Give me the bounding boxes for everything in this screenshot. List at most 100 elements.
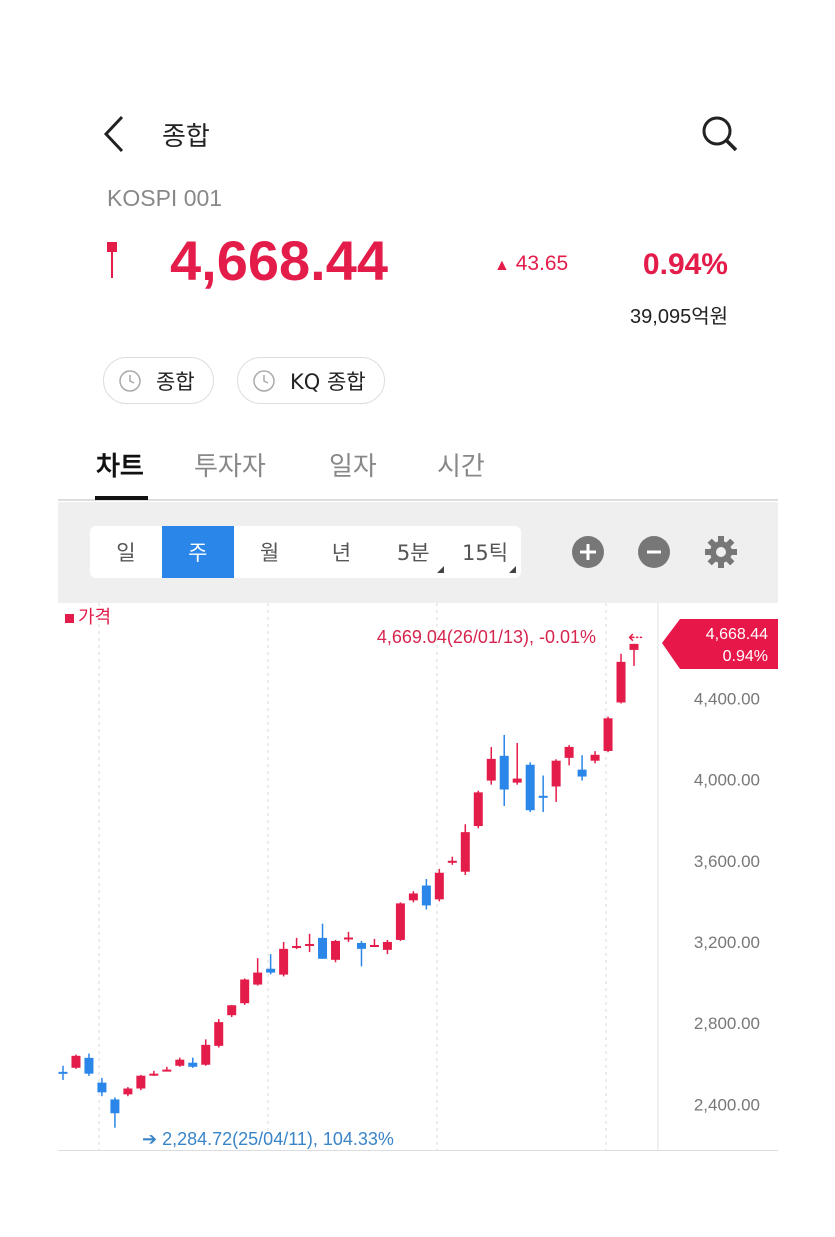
candle	[408, 891, 418, 903]
period-15tick[interactable]: 15틱	[449, 526, 521, 578]
candle-body	[499, 755, 509, 790]
period-day[interactable]: 일	[90, 526, 162, 578]
candle	[486, 747, 496, 785]
current-price-tag-price: 4,668.44	[706, 626, 768, 643]
candle	[577, 755, 587, 781]
active-tab-indicator	[95, 496, 148, 500]
period-label: 주	[188, 541, 208, 565]
period-month[interactable]: 월	[234, 526, 306, 578]
period-5min[interactable]: 5분	[377, 526, 449, 578]
candle-body	[473, 792, 483, 827]
current-price-tag-pct: 0.94%	[723, 648, 768, 665]
candle-body	[253, 972, 263, 985]
minus-circle-icon[interactable]	[637, 535, 671, 569]
tab-chart[interactable]: 차트	[96, 452, 144, 482]
candle-body	[603, 718, 613, 751]
trade-amount: 39,095억원	[630, 306, 728, 328]
candle-body	[629, 643, 639, 650]
y-tick-label: 3,200.00	[694, 933, 760, 952]
candle-body	[564, 746, 574, 758]
candle-body	[434, 872, 444, 900]
arrow-right-icon: ➔	[142, 1129, 162, 1149]
period-label: 15틱	[462, 541, 509, 565]
candle-body	[551, 760, 561, 787]
candle-body	[460, 832, 470, 872]
candle	[382, 939, 392, 955]
candle-body	[175, 1059, 185, 1066]
tab-time[interactable]: 시간	[437, 452, 485, 482]
index-code: KOSPI 001	[107, 185, 223, 211]
candle	[175, 1057, 185, 1067]
y-axis-panel	[658, 603, 778, 1150]
candle-body	[318, 937, 328, 959]
period-label: 5분	[396, 541, 430, 565]
candle	[84, 1053, 94, 1076]
candle-body	[590, 754, 600, 761]
change-percent: 0.94%	[642, 248, 728, 281]
back-button[interactable]	[100, 114, 130, 154]
candle-icon	[107, 242, 117, 278]
candle-body	[356, 942, 366, 949]
menu-corner-icon	[437, 566, 445, 573]
search-icon	[702, 116, 738, 152]
y-tick-label: 4,400.00	[694, 689, 760, 708]
candle-body	[577, 769, 587, 777]
legend-swatch	[65, 614, 74, 623]
tab-divider	[58, 499, 778, 501]
candle	[292, 937, 302, 950]
candlestick-chart[interactable]: 가격 4,669.04(26/01/13), -0.01% ⇠ ➔ 2,284.…	[58, 603, 778, 1151]
candle	[149, 1070, 159, 1076]
period-week[interactable]: 주	[161, 526, 234, 578]
candle	[214, 1019, 224, 1048]
pill-label: 종합	[156, 369, 195, 394]
clock-icon	[253, 369, 275, 392]
candle	[162, 1066, 172, 1072]
candle-body	[214, 1022, 224, 1046]
plus-circle-icon[interactable]	[571, 535, 605, 569]
clock-icon	[119, 369, 141, 392]
candle-body	[97, 1082, 107, 1093]
candle-body	[447, 860, 457, 863]
candle	[512, 743, 522, 785]
y-tick-label: 4,000.00	[694, 771, 760, 790]
candle-body	[266, 968, 276, 973]
candle	[564, 745, 574, 766]
candle	[344, 931, 353, 942]
search-button[interactable]	[700, 114, 740, 154]
gear-icon[interactable]	[704, 535, 738, 569]
candle-body	[305, 943, 315, 946]
tab-daily[interactable]: 일자	[329, 452, 377, 482]
candle	[136, 1074, 146, 1091]
candle-body	[188, 1062, 198, 1067]
candle-body	[486, 758, 496, 781]
y-tick-label: 2,400.00	[694, 1095, 760, 1114]
candle	[240, 978, 250, 1005]
grid	[98, 603, 607, 1150]
candle	[434, 868, 444, 902]
y-axis-ticks: 4,400.00 4,000.00 3,600.00 3,200.00 2,800.00…	[694, 689, 760, 1114]
change-value: 43.65	[515, 252, 569, 275]
candle-body	[58, 1071, 68, 1074]
pill-kosdaq[interactable]: KQ 종합	[237, 357, 385, 404]
pill-kospi[interactable]: 종합	[103, 357, 214, 404]
y-tick-label: 2,800.00	[694, 1014, 760, 1033]
candle	[525, 762, 535, 813]
candle	[629, 643, 639, 666]
candle-body	[382, 941, 392, 950]
candle-body	[421, 885, 431, 906]
candle	[110, 1097, 120, 1128]
candle-body	[395, 903, 405, 940]
candle-body	[84, 1057, 94, 1074]
candle	[58, 1065, 68, 1080]
candle-body	[512, 778, 522, 783]
candle	[395, 902, 405, 941]
tab-investor[interactable]: 투자자	[194, 452, 266, 482]
candle	[616, 653, 626, 704]
period-year[interactable]: 년	[305, 526, 377, 578]
candle	[331, 939, 341, 963]
candle	[201, 1039, 211, 1066]
candle-body	[538, 795, 548, 798]
candle-body	[279, 948, 289, 975]
candle	[188, 1057, 198, 1068]
candle	[369, 938, 379, 948]
